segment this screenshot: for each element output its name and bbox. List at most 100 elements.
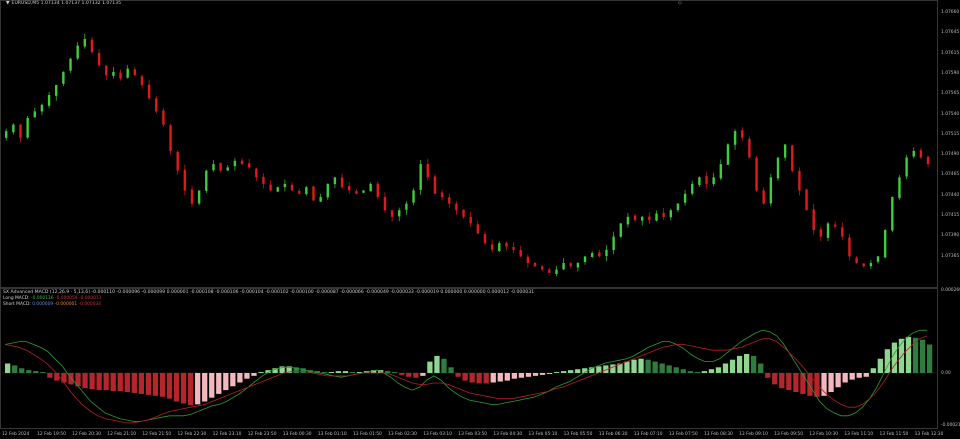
price-tick-label: 1.07590 bbox=[941, 70, 960, 76]
price-tick-label: 1.07660 bbox=[941, 10, 960, 15]
candle-body bbox=[312, 186, 315, 201]
candle-body bbox=[376, 183, 379, 198]
candle-body bbox=[812, 209, 815, 230]
candle-body bbox=[762, 190, 765, 204]
candle-body bbox=[283, 183, 287, 188]
histogram-bar bbox=[800, 373, 806, 394]
time-tick-label: 12 Feb 20:30 bbox=[72, 432, 101, 437]
candle-body bbox=[419, 164, 422, 190]
candle-body bbox=[62, 71, 65, 84]
candle-body bbox=[26, 118, 29, 138]
candle-body bbox=[269, 184, 272, 191]
histogram-bar bbox=[624, 361, 630, 373]
histogram-bar bbox=[645, 359, 651, 373]
histogram-bar bbox=[455, 373, 461, 377]
long-macd-legend: Long MACD: -0.000116 -0.000059 -0.000011 bbox=[3, 296, 102, 301]
candle-body bbox=[162, 110, 165, 125]
candle-body bbox=[848, 237, 851, 257]
histogram-bar bbox=[47, 373, 53, 378]
candle-body bbox=[583, 256, 587, 263]
histogram-bar bbox=[244, 373, 250, 379]
histogram-bar bbox=[209, 373, 215, 398]
candle-body bbox=[783, 144, 787, 158]
candle-body bbox=[741, 130, 744, 138]
candle-body bbox=[226, 167, 229, 171]
histogram-bar bbox=[12, 365, 18, 373]
long-macd-label: Long MACD: bbox=[3, 296, 30, 301]
histogram-bar bbox=[814, 373, 820, 397]
price-tick-label: 1.07515 bbox=[941, 131, 960, 137]
histogram-bar bbox=[413, 373, 419, 378]
candle-body bbox=[333, 177, 337, 185]
histogram-bar bbox=[223, 373, 229, 391]
chart-shift-marker-icon[interactable]: ◇ bbox=[678, 0, 682, 6]
time-tick-label: 12 Feb 19:50 bbox=[37, 432, 66, 437]
candle-body bbox=[240, 160, 244, 165]
candle-body bbox=[669, 210, 672, 218]
candle-body bbox=[412, 190, 415, 203]
candle-body bbox=[440, 192, 444, 198]
histogram-bar bbox=[596, 366, 602, 373]
candle-body bbox=[691, 183, 694, 194]
main-frame bbox=[0, 0, 938, 288]
histogram-bar bbox=[138, 373, 144, 394]
histogram-bar bbox=[399, 373, 405, 375]
candle-body bbox=[33, 111, 36, 118]
histogram-bar bbox=[441, 358, 447, 373]
candle-body bbox=[798, 170, 801, 191]
time-tick-label: 13 Feb 03:50 bbox=[458, 432, 488, 437]
candle-body bbox=[462, 209, 465, 217]
candle-body bbox=[105, 65, 108, 76]
candle-body bbox=[5, 131, 8, 138]
candle-body bbox=[490, 244, 494, 250]
time-tick-label: 12 Feb 21:10 bbox=[107, 432, 137, 437]
candle-body bbox=[712, 177, 715, 185]
candle-body bbox=[548, 269, 551, 273]
histogram-bar bbox=[729, 359, 736, 373]
candle-body bbox=[197, 190, 201, 204]
time-tick-label: 12 Feb 23:50 bbox=[247, 432, 277, 437]
time-tick-label: 13 Feb 11:50 bbox=[879, 432, 909, 437]
histogram-bar bbox=[145, 373, 152, 395]
histogram-bar bbox=[743, 354, 750, 373]
long-macd-value-2: -0.000059 bbox=[55, 296, 78, 301]
histogram-bar bbox=[575, 369, 581, 373]
histogram-bar bbox=[856, 373, 862, 378]
candle-body bbox=[641, 216, 644, 221]
histogram-bar bbox=[89, 373, 95, 390]
histogram-bar bbox=[891, 342, 898, 373]
short-macd-value-3: -0.000034 bbox=[78, 302, 102, 307]
time-tick-label: 12 Feb 21:50 bbox=[142, 432, 172, 437]
short-macd-legend: Short MACD: 0.000009 -0.000001 -0.000034 bbox=[3, 302, 101, 307]
histogram-bar bbox=[603, 365, 609, 373]
histogram-bar bbox=[751, 355, 757, 373]
histogram-bar bbox=[532, 373, 539, 376]
time-tick-label: 13 Feb 07:50 bbox=[668, 432, 698, 437]
candle-body bbox=[383, 196, 387, 211]
histogram-bar bbox=[96, 373, 102, 391]
histogram-bar bbox=[786, 373, 792, 391]
histogram-bar bbox=[237, 373, 243, 383]
histogram-bar bbox=[821, 373, 827, 396]
candle-body bbox=[748, 138, 751, 158]
time-tick-label: 13 Feb 05:50 bbox=[563, 432, 593, 437]
histogram-bar bbox=[216, 373, 222, 394]
candle-body bbox=[126, 68, 129, 78]
histogram-bar bbox=[385, 371, 391, 373]
histogram-bar bbox=[469, 373, 475, 383]
candle-body bbox=[626, 216, 630, 225]
candle-body bbox=[455, 203, 458, 211]
histogram-bar bbox=[919, 339, 926, 373]
candle-body bbox=[912, 150, 915, 157]
time-tick-label: 13 Feb 05:10 bbox=[528, 432, 558, 437]
dropdown-arrow-icon[interactable]: ▼ bbox=[6, 1, 10, 6]
candle-body bbox=[590, 253, 594, 257]
histogram-bar bbox=[286, 366, 292, 373]
long-macd-line bbox=[4, 329, 927, 422]
candle-body bbox=[319, 197, 322, 202]
histogram-bar bbox=[314, 371, 320, 373]
histogram-bar bbox=[617, 363, 623, 373]
histogram-bar bbox=[265, 370, 271, 373]
histogram-bar bbox=[736, 355, 743, 373]
